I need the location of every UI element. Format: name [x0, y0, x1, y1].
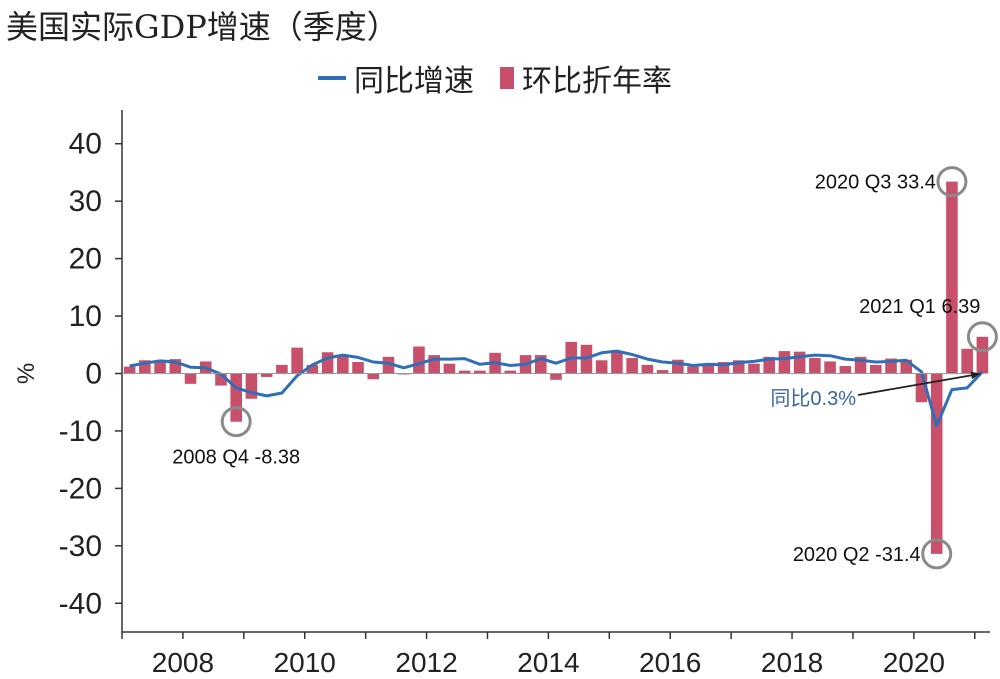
bar-3 — [169, 359, 182, 374]
bar-36 — [672, 359, 684, 374]
legend-line-label: 同比增速 — [354, 64, 474, 99]
annotation-label: 2021 Q1 6.39 — [859, 296, 980, 318]
x-tick-label: 2014 — [517, 647, 579, 678]
bar-38 — [702, 364, 715, 374]
y-tick-label: -40 — [59, 587, 102, 620]
bar-17 — [382, 356, 395, 374]
y-tick-label: 40 — [69, 128, 102, 161]
bar-51 — [900, 359, 913, 374]
bar-34 — [641, 364, 654, 374]
bar-2 — [154, 360, 166, 374]
legend-bar-label: 环比折年率 — [522, 64, 672, 99]
annotations-layer: 2008 Q4 -8.38 2020 Q2 -31.4 2020 Q3 33.4 20… — [172, 166, 998, 570]
y-tick-label: 30 — [69, 185, 102, 218]
bar-6 — [215, 373, 227, 386]
bar-10 — [276, 364, 288, 374]
arrow-note-label: 同比0.3% — [770, 387, 856, 410]
y-tick-label: -30 — [59, 530, 102, 563]
bar-42 — [763, 356, 775, 374]
x-tick-label: 2012 — [395, 647, 457, 678]
bar-55 — [961, 348, 973, 374]
bar-12 — [306, 364, 319, 374]
bar-23 — [474, 370, 486, 374]
bar-37 — [687, 366, 699, 374]
legend-item-bar: 环比折年率 — [500, 56, 672, 100]
annotation-label: 2008 Q4 -8.38 — [172, 447, 300, 469]
chart-title: 美国实际GDP增速（季度） — [6, 8, 399, 46]
annotation-circle — [936, 166, 968, 198]
legend-bar-swatch — [500, 67, 514, 89]
bars-layer — [123, 181, 989, 554]
x-tick-label: 2008 — [152, 647, 214, 678]
bar-8 — [245, 373, 258, 399]
arrow-note-line — [857, 372, 981, 396]
yoy-line — [129, 349, 984, 428]
bar-7 — [230, 373, 242, 422]
y-tick-label: -10 — [59, 415, 102, 448]
bar-49 — [870, 364, 882, 374]
bar-1 — [139, 360, 151, 374]
bar-50 — [885, 358, 897, 374]
y-axis-label: % — [13, 363, 40, 384]
bar-54 — [946, 181, 958, 374]
bar-28 — [550, 373, 562, 380]
bar-53 — [930, 373, 943, 554]
annotation-label: 2020 Q2 -31.4 — [793, 544, 921, 566]
bar-45 — [809, 357, 821, 374]
bar-47 — [839, 366, 852, 374]
bar-21 — [443, 363, 456, 374]
bar-48 — [854, 356, 867, 374]
bar-19 — [413, 346, 425, 374]
bar-41 — [748, 363, 760, 374]
bar-13 — [321, 352, 334, 374]
bar-46 — [824, 361, 836, 374]
bar-14 — [337, 356, 349, 374]
bar-0 — [123, 366, 136, 374]
bar-40 — [732, 360, 745, 374]
legend-line-swatch — [318, 76, 346, 80]
bar-25 — [504, 370, 517, 374]
bar-43 — [778, 351, 791, 374]
annotation-circle — [966, 321, 998, 353]
bar-27 — [534, 355, 547, 374]
bar-39 — [717, 362, 730, 374]
y-tick-label: 20 — [69, 243, 102, 276]
y-tick-label: 10 — [69, 300, 102, 333]
bar-20 — [428, 355, 440, 374]
annotation-label: 2020 Q3 33.4 — [815, 172, 936, 194]
line-layer — [129, 349, 984, 428]
bar-16 — [367, 373, 380, 380]
y-tick-label: -20 — [59, 472, 102, 505]
bar-4 — [184, 373, 197, 384]
bar-44 — [793, 351, 806, 374]
bar-11 — [291, 347, 303, 374]
annotation-circle — [921, 538, 953, 570]
bar-32 — [611, 351, 623, 374]
arrow-note-head — [970, 371, 981, 380]
bar-9 — [260, 373, 273, 377]
bar-15 — [352, 362, 364, 374]
bar-52 — [915, 373, 928, 403]
x-tick-label: 2018 — [761, 647, 823, 678]
x-tick-label: 2016 — [639, 647, 701, 678]
annotation-circle — [220, 406, 252, 438]
legend: 同比增速 环比折年率 — [318, 60, 698, 99]
bar-33 — [626, 357, 638, 374]
x-tick-label: 2010 — [274, 647, 336, 678]
bar-31 — [595, 360, 608, 374]
bar-56 — [976, 336, 989, 374]
legend-item-line: 同比增速 — [318, 56, 474, 100]
bar-22 — [458, 370, 471, 374]
x-tick-label: 2020 — [883, 647, 945, 678]
y-tick-label: 0 — [85, 358, 102, 391]
bar-35 — [656, 370, 669, 374]
